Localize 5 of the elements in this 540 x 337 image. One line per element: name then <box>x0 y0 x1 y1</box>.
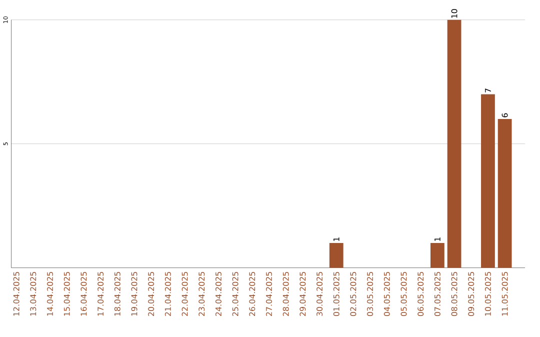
bar <box>329 242 344 268</box>
bar <box>430 242 444 268</box>
bar <box>447 20 462 268</box>
bar <box>498 118 512 268</box>
bar <box>481 94 495 268</box>
